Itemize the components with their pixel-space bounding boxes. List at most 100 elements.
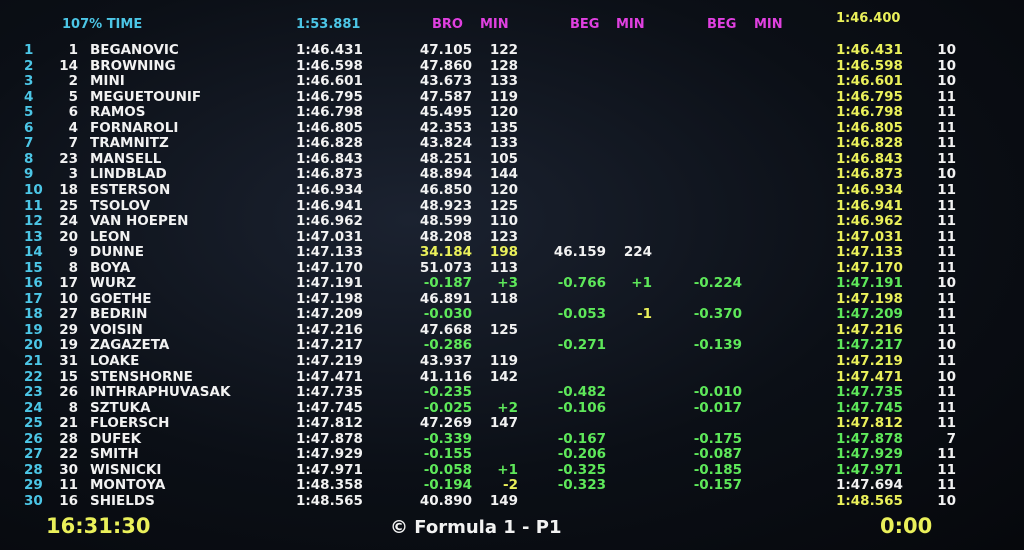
position: 14	[24, 244, 43, 261]
laps-count: 11	[937, 446, 956, 463]
lap-time: 1:46.934	[296, 181, 363, 198]
car-number: 15	[59, 368, 78, 385]
best-time: 1:46.795	[836, 88, 903, 105]
table-row: 16 17 WURZ 1:47.191 -0.187 +3 -0.766 +1 -0.224 1:…	[0, 276, 1024, 291]
gap-b: -0.106	[557, 399, 606, 416]
position: 18	[24, 306, 43, 323]
lap-b: +1	[631, 275, 652, 292]
lap-time: 1:46.873	[296, 166, 363, 183]
driver-name: FORNAROLI	[90, 119, 179, 136]
lap-a: 133	[489, 73, 518, 90]
position: 13	[24, 228, 43, 245]
position: 1	[24, 42, 34, 58]
car-number: 10	[59, 290, 78, 307]
best-time: 1:46.598	[836, 57, 903, 74]
session-clock: 16:31:30	[46, 514, 151, 538]
gap-a: 48.208	[419, 228, 472, 245]
lap-time: 1:47.735	[296, 384, 363, 401]
lap-time: 1:46.598	[296, 57, 363, 74]
table-row: 6 4 FORNAROLI 1:46.805 42.353 135 1:46.805 11	[0, 119, 1024, 136]
car-number: 14	[59, 57, 78, 74]
best-time: 1:47.735	[836, 384, 903, 401]
best-time: 1:46.601	[836, 73, 903, 90]
position: 26	[24, 430, 43, 447]
driver-name: RAMOS	[90, 104, 146, 121]
gap-b: -0.766	[557, 275, 606, 292]
gap-b: -0.325	[557, 461, 606, 478]
lap-a: 125	[489, 321, 518, 338]
laps-count: 10	[937, 275, 956, 292]
car-number: 30	[59, 461, 78, 478]
table-row: 15 8 BOYA 1:47.170 51.073 113 1:47.170 11	[0, 259, 1024, 276]
lap-time: 1:47.198	[296, 290, 363, 307]
best-time: 1:46.431	[836, 42, 903, 58]
position: 11	[24, 197, 43, 214]
position: 2	[24, 57, 34, 74]
lap-a: 147	[489, 415, 518, 432]
gap-c: -0.157	[693, 477, 742, 494]
table-row: 9 3 LINDBLAD 1:46.873 48.894 144 1:46.873 10	[0, 167, 1024, 182]
best-time: 1:48.565	[836, 492, 903, 509]
car-number: 7	[68, 135, 78, 152]
position: 12	[24, 213, 43, 230]
gap-b: -0.271	[557, 337, 606, 354]
gap-b: -0.206	[557, 446, 606, 463]
gap-c: -0.017	[693, 399, 742, 416]
lap-a: 128	[489, 57, 518, 74]
laps-count: 11	[937, 321, 956, 338]
car-number: 9	[68, 244, 78, 261]
gap-c: -0.370	[693, 306, 742, 323]
gap-a: -0.187	[423, 275, 472, 292]
driver-name: MEGUETOUNIF	[90, 88, 202, 105]
best-time: 1:46.798	[836, 104, 903, 121]
lap-time: 1:46.843	[296, 150, 363, 167]
lap-a: 105	[489, 150, 518, 167]
driver-name: BEDRIN	[90, 306, 148, 323]
table-row: 7 7 TRAMNITZ 1:46.828 43.824 133 1:46.828 11	[0, 136, 1024, 151]
gap-a: 40.890	[419, 492, 472, 509]
lap-time: 1:46.431	[296, 42, 363, 58]
car-number: 4	[68, 119, 78, 136]
lap-a: 198	[489, 244, 518, 261]
lap-time: 1:47.929	[296, 446, 363, 463]
lap-a: 149	[489, 492, 518, 509]
gap-c: -0.087	[693, 446, 742, 463]
lap-a: 118	[489, 290, 518, 307]
gap-a: -0.286	[423, 337, 472, 354]
lap-time: 1:47.170	[296, 259, 363, 276]
laps-count: 11	[937, 197, 956, 214]
gap-a: 47.269	[419, 415, 472, 432]
gap-a: 43.937	[419, 353, 472, 369]
laps-count: 10	[937, 42, 956, 58]
position: 10	[24, 181, 43, 198]
lap-time: 1:46.795	[296, 88, 363, 105]
car-number: 23	[59, 150, 78, 167]
best-time: 1:47.170	[836, 259, 903, 276]
laps-count: 11	[937, 119, 956, 136]
table-row: 3 2 MINI 1:46.601 43.673 133 1:46.601 10	[0, 74, 1024, 89]
best-time: 1:47.191	[836, 275, 903, 292]
laps-count: 11	[937, 150, 956, 167]
car-number: 2	[68, 73, 78, 90]
lap-time: 1:48.358	[296, 477, 363, 494]
driver-name: SHIELDS	[90, 492, 155, 509]
lap-time: 1:47.217	[296, 337, 363, 354]
col-a-header-min: MIN	[480, 17, 509, 32]
gap-a: 45.495	[419, 104, 472, 121]
lap-a: 120	[489, 181, 518, 198]
gap-a: 46.891	[419, 290, 472, 307]
table-row: 17 10 GOETHE 1:47.198 46.891 118 1:47.198 11	[0, 290, 1024, 307]
lap-a: +3	[497, 275, 518, 292]
driver-name: ZAGAZETA	[90, 337, 170, 354]
best-time: 1:47.219	[836, 353, 903, 369]
car-number: 21	[59, 415, 78, 432]
best-time: 1:47.133	[836, 244, 903, 261]
gap-a: 47.105	[419, 42, 472, 58]
table-row: 23 26 INTHRAPHUVASAK 1:47.735 -0.235 -0.482 -0…	[0, 385, 1024, 400]
position: 5	[24, 104, 34, 121]
position: 17	[24, 290, 43, 307]
lap-a: 119	[489, 353, 518, 369]
laps-count: 11	[937, 477, 956, 494]
lap-b: 224	[623, 244, 652, 261]
